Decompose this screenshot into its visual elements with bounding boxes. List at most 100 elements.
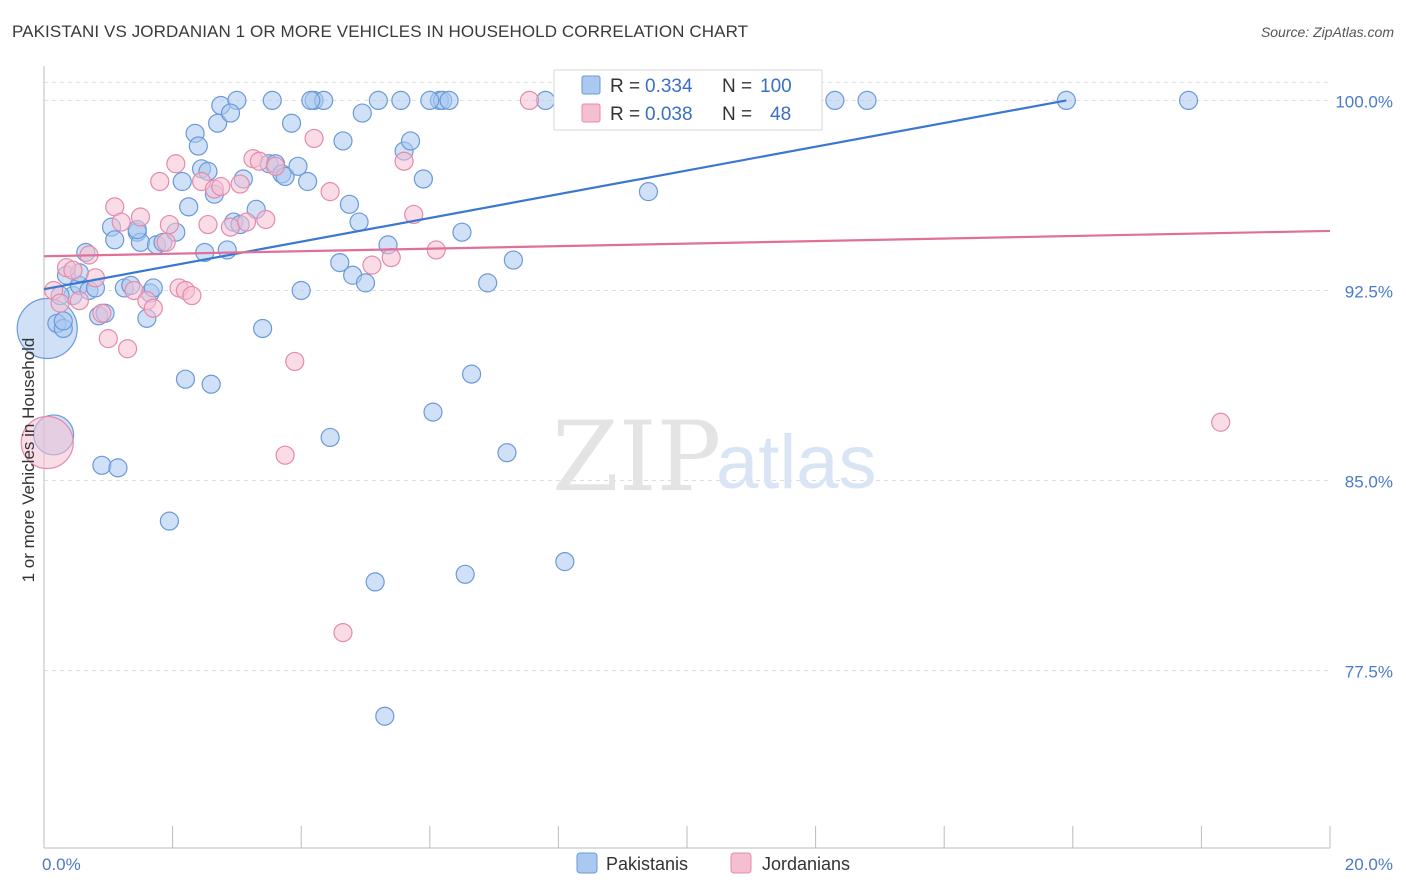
pakistani-point	[53, 311, 73, 331]
y-axis-title: 1 or more Vehicles in Household	[19, 338, 38, 583]
jordanian-point	[117, 339, 138, 359]
jordanian-point	[150, 171, 170, 192]
jordanian-point	[394, 151, 414, 171]
pakistani-point	[330, 252, 350, 273]
legend-n-label-2: N =	[722, 104, 752, 125]
legend-swatch-jordanians	[581, 103, 601, 123]
watermark-atlas: atlas	[716, 420, 877, 505]
legend-r-value-2: 0.038	[645, 104, 693, 125]
pakistani-point	[175, 369, 196, 389]
pakistani-point	[352, 103, 372, 123]
jordanian-point	[69, 291, 89, 311]
jordanian-point	[426, 240, 446, 260]
jordanian-point	[198, 214, 218, 235]
pakistani-point	[349, 212, 369, 232]
pakistani-point	[220, 103, 241, 123]
pakistani-point	[188, 136, 208, 156]
jordanian-point	[92, 303, 112, 323]
pakistani-point	[253, 318, 273, 339]
source-label: Source: ZipAtlas.com	[1260, 24, 1394, 40]
legend-n-value-1: 100	[760, 76, 792, 97]
jordanian-point	[220, 217, 241, 237]
pakistani-point	[368, 90, 388, 111]
legend-r-label-1: R =	[610, 76, 640, 97]
y-tick-label-3: 77.5%	[1345, 663, 1393, 682]
jordanian-point	[256, 209, 276, 230]
legend-swatch-pakistanis	[581, 75, 601, 95]
pakistani-point	[413, 169, 433, 189]
pakistani-point	[365, 572, 385, 592]
jordanian-point	[143, 298, 163, 318]
pakistani-point	[108, 458, 128, 478]
pakistani-point	[391, 90, 411, 111]
pakistani-point	[857, 90, 877, 111]
pakistani-point	[172, 171, 192, 192]
jordanian-point	[20, 415, 74, 470]
y-tick-label-2: 85.0%	[1345, 473, 1393, 492]
bottom-legend: Pakistanis Jordanians	[576, 852, 850, 874]
pakistani-trend-line	[43, 99, 1067, 291]
jordanian-point	[381, 247, 401, 268]
jordanian-point	[63, 260, 83, 280]
x-tick-label-0: 0.0%	[42, 855, 81, 874]
jordanian-point	[124, 280, 144, 301]
watermark-zip: ZIP	[552, 401, 721, 513]
pakistani-point	[298, 171, 318, 192]
legend-r-label-2: R =	[610, 104, 640, 125]
pakistani-point	[301, 90, 321, 111]
pakistani-point	[320, 427, 340, 448]
bottom-legend-swatch-pakistanis	[576, 852, 598, 874]
pakistani-point	[339, 194, 360, 214]
pakistani-point	[461, 364, 482, 384]
pakistani-point	[455, 564, 475, 584]
pakistani-point	[159, 511, 179, 531]
bottom-legend-label-pakistanis: Pakistanis	[606, 854, 688, 874]
jordanian-point	[404, 204, 424, 225]
jordanian-point	[519, 90, 540, 111]
jordanian-point	[156, 232, 176, 252]
trend-layer	[43, 99, 1331, 291]
pakistani-point	[179, 197, 199, 217]
tick-labels: 100.0% 92.5% 85.0% 77.5% 0.0% 20.0%	[42, 92, 1393, 874]
pakistani-point	[497, 443, 517, 463]
jordanian-point	[211, 176, 231, 197]
jordanian-trend-line	[43, 229, 1331, 258]
pakistani-point	[333, 131, 353, 151]
pakistani-point	[262, 90, 282, 111]
jordanian-point	[166, 154, 186, 174]
jordanian-point	[111, 212, 131, 232]
pakistani-point	[288, 156, 308, 176]
pakistani-point	[638, 182, 659, 202]
pakistani-point	[503, 250, 523, 270]
jordanian-point	[182, 285, 202, 306]
jordanian-point	[50, 293, 70, 313]
jordanian-point	[285, 351, 305, 372]
points-layer	[16, 90, 1231, 726]
pakistani-point	[478, 273, 498, 293]
pakistani-point	[105, 230, 125, 250]
pakistani-point	[420, 90, 440, 111]
jordanian-point	[275, 445, 295, 465]
bottom-legend-swatch-jordanians	[730, 852, 752, 874]
jordanian-point	[333, 622, 353, 643]
jordanian-point	[304, 128, 324, 149]
pakistani-point	[452, 222, 472, 242]
pakistani-point	[400, 131, 421, 151]
jordanian-point	[236, 212, 257, 232]
jordanian-point	[362, 255, 382, 275]
pakistani-point	[92, 455, 112, 475]
legend: R = 0.334 N = 100 R = 0.038 N = 48	[553, 69, 823, 131]
pakistani-point	[291, 280, 311, 301]
pakistani-point	[423, 402, 443, 422]
legend-n-value-2: 48	[770, 104, 791, 125]
jordanian-point	[265, 156, 286, 176]
jordanian-point	[98, 329, 118, 349]
pakistani-point	[439, 90, 459, 111]
y-tick-label-1: 92.5%	[1345, 282, 1393, 301]
jordanian-point	[230, 174, 250, 194]
y-tick-label-0: 100.0%	[1335, 92, 1393, 111]
legend-r-value-1: 0.334	[645, 76, 693, 97]
jordanian-point	[159, 214, 179, 235]
jordanian-point	[320, 182, 340, 202]
